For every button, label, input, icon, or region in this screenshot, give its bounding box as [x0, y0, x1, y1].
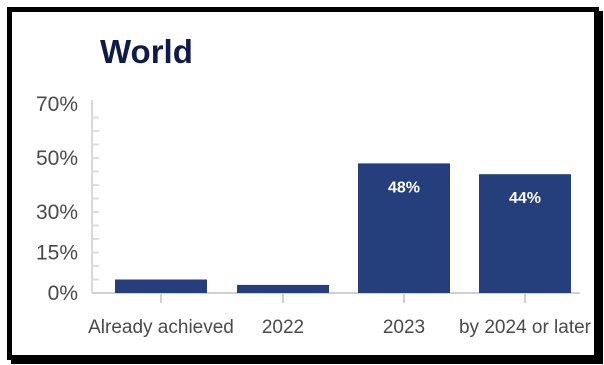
bar-value-label: 48% — [388, 179, 420, 196]
bar — [479, 174, 571, 293]
x-category-label: 2023 — [383, 317, 425, 338]
bar — [237, 284, 329, 293]
bar — [358, 163, 450, 293]
x-category-label: 2022 — [262, 317, 304, 338]
bars: 48% 44% — [115, 163, 571, 293]
x-category-label: Already achieved — [88, 317, 234, 338]
y-tick-label: 30% — [36, 201, 78, 224]
x-category-label: by 2024 or later — [459, 317, 592, 338]
y-tick-label: 0% — [48, 282, 78, 305]
chart-title: World — [100, 33, 193, 70]
bar — [115, 279, 207, 293]
y-tick-label: 50% — [36, 147, 78, 170]
x-axis-labels: Already achieved 2022 2023 by 2024 or later — [88, 317, 592, 338]
y-tick-label: 70% — [36, 93, 78, 116]
bar-value-label: 44% — [509, 190, 541, 207]
y-axis: 0% 15% 30% 50% 70% — [36, 93, 580, 305]
y-tick-label: 15% — [36, 242, 78, 265]
